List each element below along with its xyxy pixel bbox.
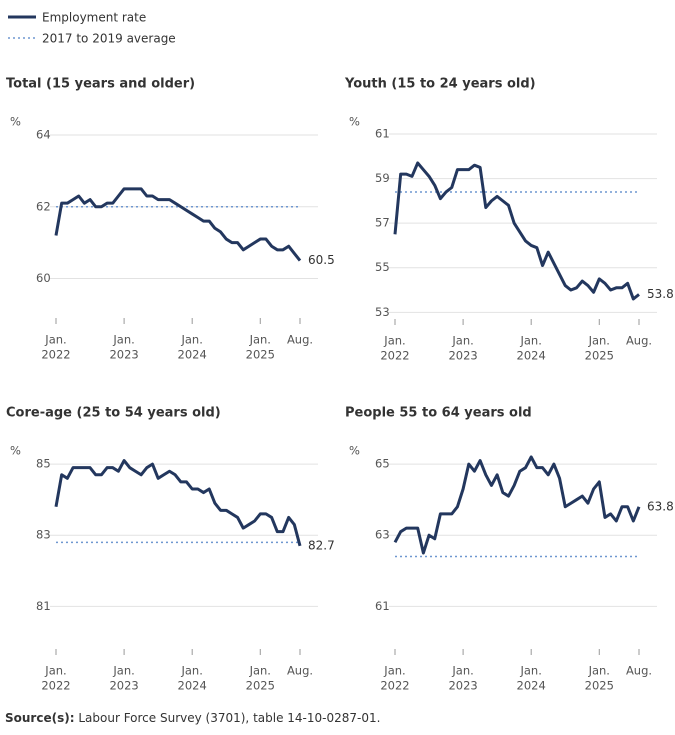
x-tick-label: 2024 (517, 349, 546, 363)
x-tick-label: Jan. (112, 664, 134, 678)
legend-label: Employment rate (42, 11, 146, 25)
x-tick-label: Jan. (588, 334, 610, 348)
value-label: 53.8 (647, 287, 674, 301)
source: Source(s): Labour Force Survey (3701), t… (5, 711, 380, 725)
y-tick-label: 60 (36, 271, 51, 285)
x-tick-label: Jan. (44, 333, 66, 347)
y-tick-label: 85 (36, 457, 51, 471)
chart-title: Total (15 years and older) (6, 77, 195, 92)
panel: Youth (15 to 24 years old)% 53 55 57 59 61 Jan… (344, 77, 674, 363)
y-tick-label: 61 (375, 599, 390, 613)
x-tick-label: Jan. (451, 664, 473, 678)
x-tick-label: Jan. (588, 664, 610, 678)
x-tick-label: 2025 (246, 679, 275, 693)
x-tick-label: Jan. (44, 664, 66, 678)
panel: Total (15 years and older)%606264Jan.202… (6, 77, 335, 362)
x-tick-label: Jan. (249, 333, 271, 347)
x-tick-label: Aug. (626, 334, 652, 348)
y-tick-label: 61 (375, 127, 390, 141)
x-tick-label: Aug. (287, 664, 313, 678)
x-tick-label: 2025 (246, 348, 275, 362)
legend-label: 2017 to 2019 average (42, 32, 176, 46)
employment-line (393, 161, 640, 301)
x-tick-label: 2024 (178, 348, 207, 362)
x-tick-label: 2022 (41, 679, 70, 693)
y-tick-label: 55 (375, 260, 390, 274)
value-label: 60.5 (308, 253, 335, 267)
y-tick-label: 65 (375, 457, 390, 471)
y-axis-unit: % (10, 115, 21, 129)
x-tick-label: Jan. (180, 333, 202, 347)
x-tick-label: 2023 (448, 679, 477, 693)
x-tick-label: 2025 (585, 679, 614, 693)
employment-line (393, 455, 641, 555)
x-tick-label: Jan. (112, 333, 134, 347)
x-tick-label: Jan. (519, 334, 541, 348)
y-tick-label: 62 (36, 199, 51, 213)
x-tick-label: Aug. (287, 333, 313, 347)
x-tick-label: 2023 (448, 349, 477, 363)
x-tick-label: 2022 (380, 349, 409, 363)
y-axis-unit: % (10, 444, 21, 458)
x-tick-label: Aug. (626, 664, 652, 678)
y-tick-label: 81 (36, 599, 51, 613)
x-tick-label: 2023 (109, 679, 138, 693)
x-tick-label: Jan. (383, 664, 405, 678)
y-tick-label: 59 (375, 171, 390, 185)
x-tick-label: 2023 (109, 348, 138, 362)
x-tick-label: Jan. (519, 664, 541, 678)
chart-title: Youth (15 to 24 years old) (344, 77, 536, 92)
x-tick-label: 2024 (517, 679, 546, 693)
panel: People 55 to 64 years old%616365Jan.2022… (345, 406, 674, 693)
y-tick-label: 57 (375, 216, 390, 230)
x-tick-label: Jan. (180, 664, 202, 678)
y-tick-label: 63 (375, 528, 390, 542)
x-tick-label: 2022 (41, 348, 70, 362)
chart-title: Core-age (25 to 54 years old) (6, 406, 221, 421)
x-tick-label: 2024 (178, 679, 207, 693)
y-tick-label: 64 (36, 128, 51, 142)
source-label: Source(s): (5, 711, 75, 725)
value-label: 63.8 (647, 499, 674, 513)
y-axis-unit: % (349, 444, 360, 458)
chart-title: People 55 to 64 years old (345, 406, 532, 421)
source-text: Labour Force Survey (3701), table 14-10-… (78, 711, 380, 725)
x-tick-label: Jan. (451, 334, 473, 348)
y-tick-label: 53 (375, 305, 390, 319)
panel: Core-age (25 to 54 years old)% 81 83 85 Jan.… (6, 406, 335, 693)
y-tick-label: 83 (36, 528, 51, 542)
x-tick-label: Jan. (249, 664, 271, 678)
x-tick-label: Jan. (383, 334, 405, 348)
employment-line (54, 459, 302, 547)
value-label: 82.7 (308, 538, 335, 552)
x-tick-label: 2022 (380, 679, 409, 693)
employment-line (54, 187, 302, 262)
x-tick-label: 2025 (585, 349, 614, 363)
y-axis-unit: % (349, 115, 360, 129)
